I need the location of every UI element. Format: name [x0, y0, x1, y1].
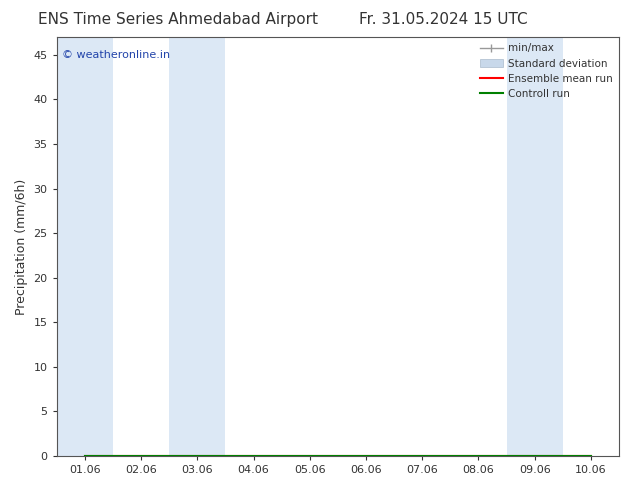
Text: ENS Time Series Ahmedabad Airport: ENS Time Series Ahmedabad Airport	[37, 12, 318, 27]
Y-axis label: Precipitation (mm/6h): Precipitation (mm/6h)	[15, 178, 28, 315]
Bar	[507, 37, 563, 456]
Legend: min/max, Standard deviation, Ensemble mean run, Controll run: min/max, Standard deviation, Ensemble me…	[476, 39, 617, 103]
Bar	[169, 37, 226, 456]
Bar	[56, 37, 113, 456]
Text: Fr. 31.05.2024 15 UTC: Fr. 31.05.2024 15 UTC	[359, 12, 528, 27]
Bar	[619, 37, 634, 456]
Text: © weatheronline.in: © weatheronline.in	[62, 49, 171, 60]
